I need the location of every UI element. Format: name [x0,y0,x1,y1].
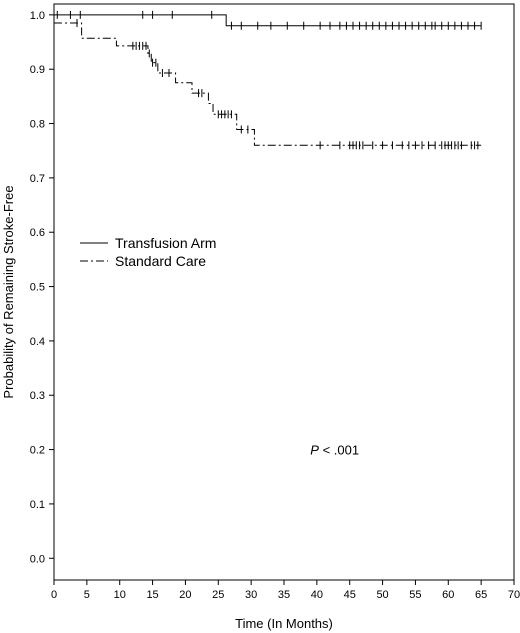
x-tick-label: 0 [51,589,57,601]
km-curve [54,22,482,146]
x-tick-label: 55 [409,589,421,601]
legend: Transfusion Arm Standard Care [80,235,216,269]
y-axis-title: Probability of Remaining Stroke-Free [1,185,16,398]
legend-label: Transfusion Arm [115,235,216,251]
y-tick-label: 1.0 [30,10,45,22]
p-value-text: < .001 [319,443,359,458]
y-tick-label: 0.3 [30,390,45,402]
x-tick-label: 50 [376,589,388,601]
y-tick-label: 0.7 [30,173,45,185]
y-tick-label: 0.5 [30,282,45,294]
legend-label: Standard Care [115,253,206,269]
x-tick-label: 65 [475,589,487,601]
x-tick-label: 60 [442,589,454,601]
y-tick-label: 0.6 [30,227,45,239]
x-tick-label: 10 [114,589,126,601]
x-tick-label: 20 [179,589,191,601]
y-tick-label: 0.8 [30,119,45,131]
y-tick-label: 0.0 [30,553,45,565]
x-tick-label: 25 [212,589,224,601]
x-tick-label: 5 [84,589,90,601]
series-layer [54,10,482,150]
p-value-annotation: P < .001 [310,443,359,458]
y-tick-label: 0.9 [30,64,45,76]
x-tick-label: 40 [311,589,323,601]
x-tick-label: 35 [278,589,290,601]
x-tick-label: 70 [508,589,520,601]
x-axis-title: Time (In Months) [235,616,333,631]
x-tick-label: 15 [146,589,158,601]
axes: 0 5 10 15 20 25 30 35 40 45 50 55 60 65 70 0.0 0.1 0.2 0.3… [30,3,520,601]
y-tick-label: 0.1 [30,499,45,511]
y-tick-label: 0.4 [30,336,45,348]
x-tick-label: 30 [245,589,257,601]
series-transfusion-arm [54,10,482,30]
plot-frame [53,3,515,581]
km-curve [54,14,482,27]
p-value-symbol: P [310,443,319,458]
x-tick-label: 45 [344,589,356,601]
y-tick-label: 0.2 [30,445,45,457]
series-standard-care [54,19,482,150]
